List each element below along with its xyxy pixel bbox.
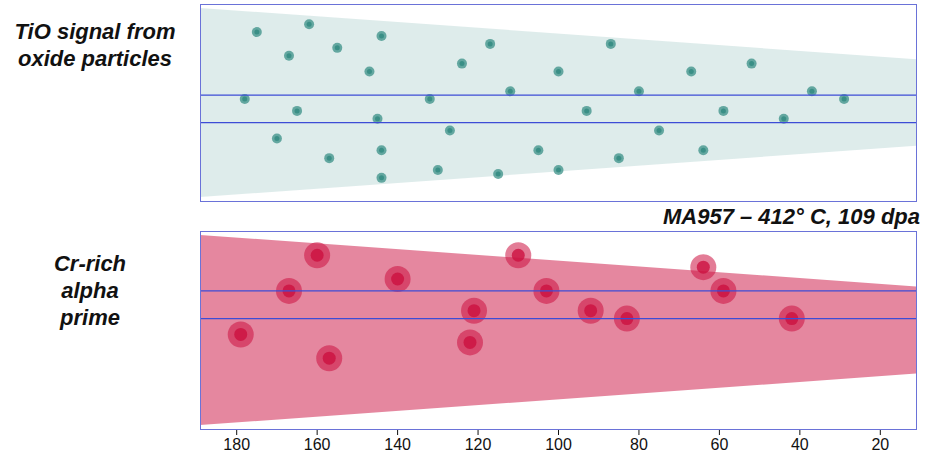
svg-text:40: 40 — [791, 436, 809, 453]
svg-text:100: 100 — [545, 436, 572, 453]
svg-text:60: 60 — [711, 436, 729, 453]
svg-text:80: 80 — [630, 436, 648, 453]
svg-text:120: 120 — [465, 436, 492, 453]
svg-text:20: 20 — [871, 436, 889, 453]
html-text:MA957 – 412° C, 109 dpa: MA957 – 412° C, 109 dpa — [663, 204, 920, 229]
svg-text:180: 180 — [223, 436, 250, 453]
html-text:TiO signal from oxide particle: TiO signal from oxide particles — [14, 19, 176, 71]
html-text:Cr-rich alpha prime: Cr-rich alpha prime — [53, 251, 127, 330]
svg-text:140: 140 — [384, 436, 411, 453]
svg-text:160: 160 — [304, 436, 331, 453]
